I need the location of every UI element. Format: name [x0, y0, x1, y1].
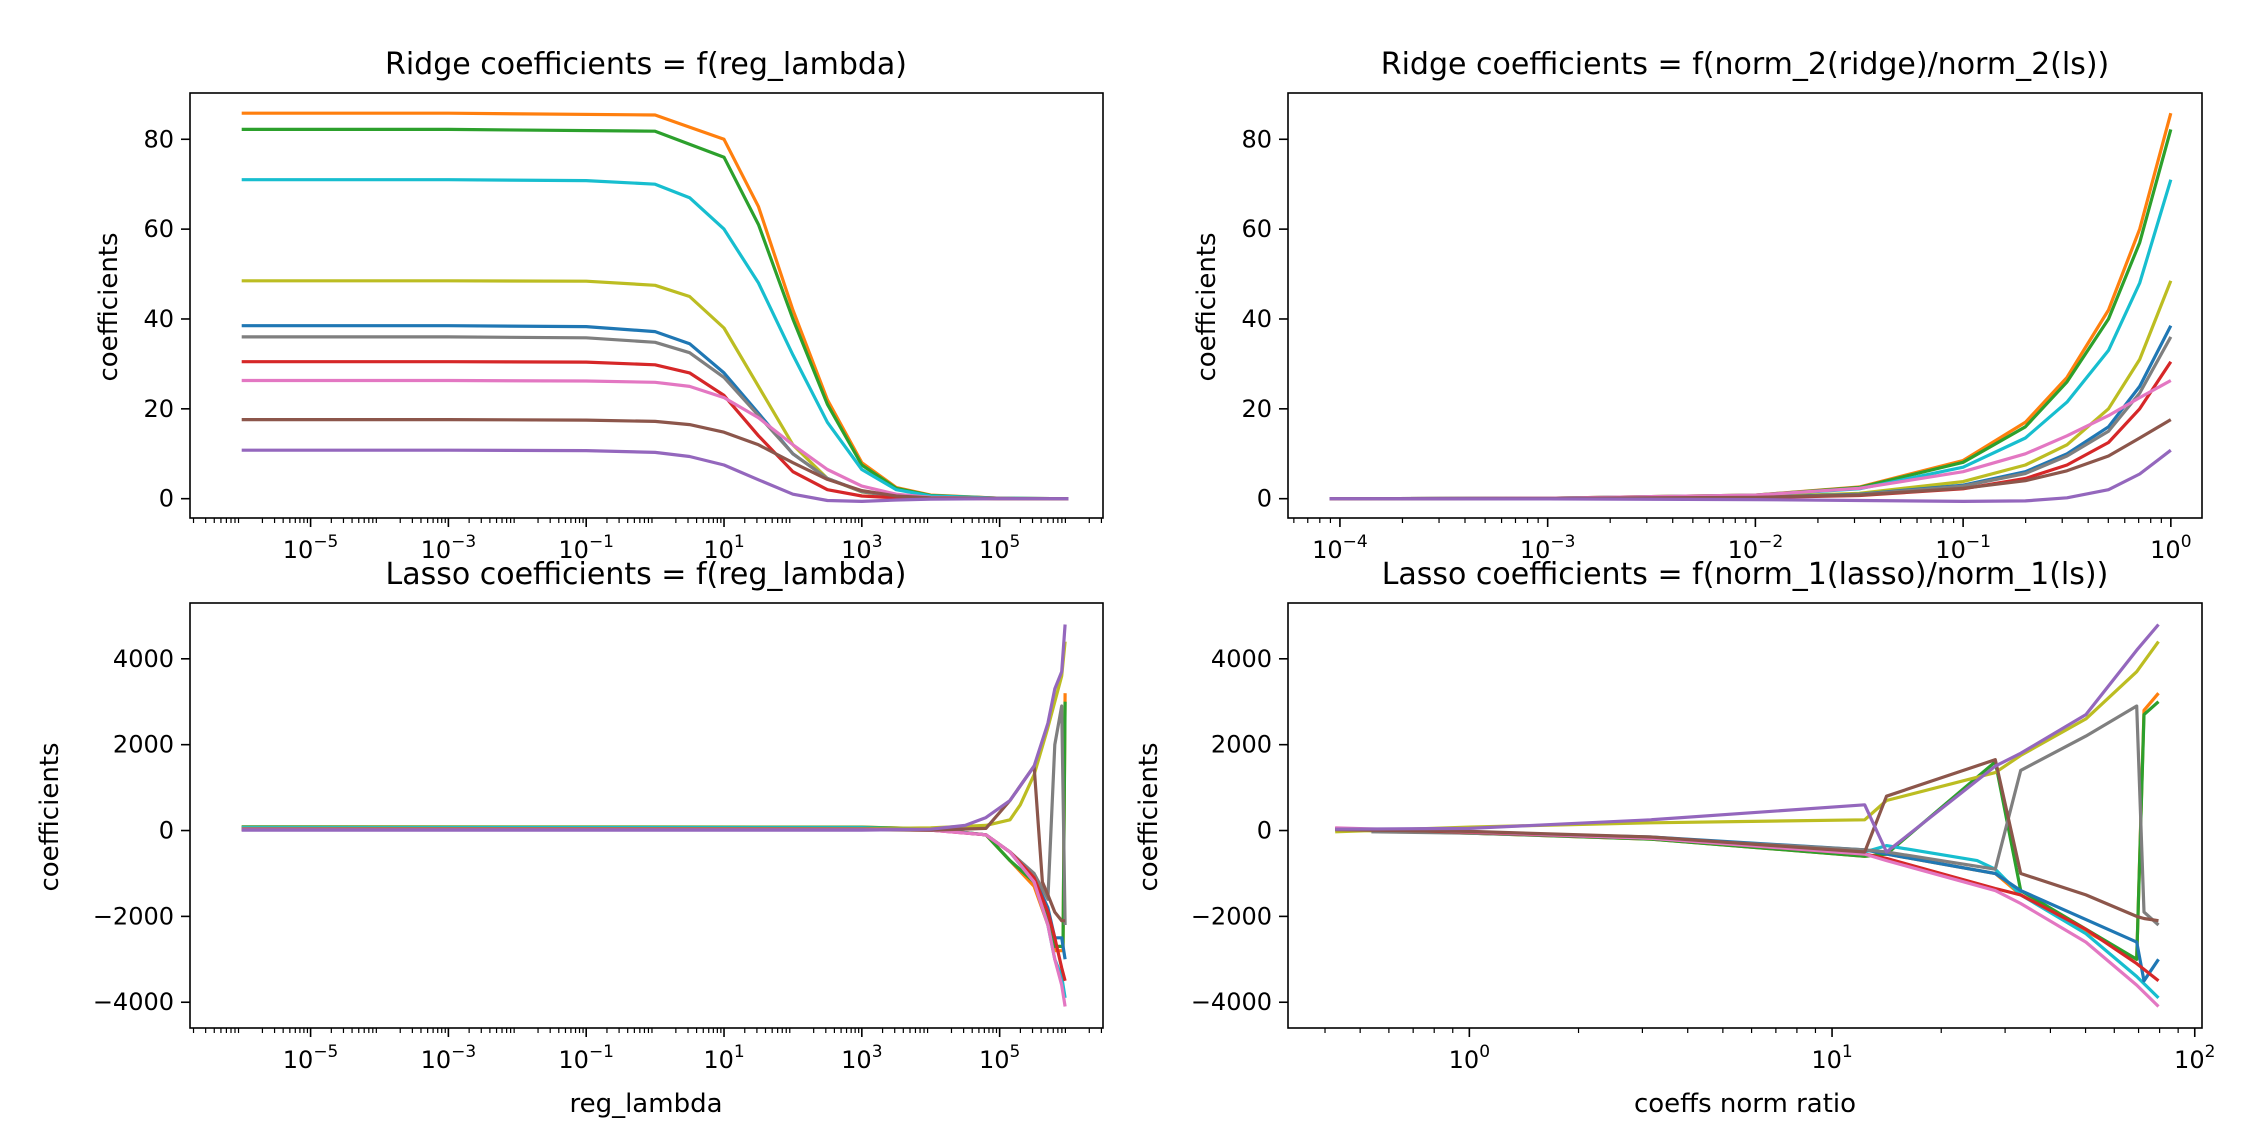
series-lines: [241, 624, 1067, 1007]
x-tick-label: 101: [1811, 1042, 1852, 1074]
x-minor-ticks: [192, 518, 1103, 523]
y-tick-label: 4000: [1211, 645, 1272, 673]
series-line-10: [1329, 448, 2172, 503]
axes-frame: [1287, 92, 2203, 519]
y-tick-label: −4000: [93, 988, 174, 1016]
x-tick-label: 10−4: [1312, 532, 1368, 564]
x-tick-label: 10−2: [1728, 532, 1784, 564]
x-axis-label: coeffs norm ratio: [1634, 1089, 1856, 1119]
x-tick-label: 10−1: [1935, 532, 1991, 564]
x-tick-label: 105: [979, 1042, 1020, 1074]
series-lines: [241, 111, 1069, 503]
x-axis-label: reg_lambda: [569, 1089, 722, 1119]
series-line-10: [1335, 623, 2160, 854]
y-tick-label: 0: [1257, 485, 1272, 513]
y-tick-label: 20: [1241, 395, 1272, 423]
x-tick-label: 10−1: [558, 532, 614, 564]
y-tick-label: 0: [1257, 817, 1272, 845]
lasso-norm-ratio-subplot: Lasso coefficients = f(norm_1(lasso)/nor…: [1134, 557, 2215, 1119]
subplot-title: Ridge coefficients = f(reg_lambda): [385, 47, 907, 82]
x-tick-label: 101: [703, 532, 744, 564]
x-tick-label: 103: [841, 532, 882, 564]
series-line-3: [241, 178, 1069, 501]
series-line-10: [241, 624, 1067, 832]
x-tick-label: 10−1: [558, 1042, 614, 1074]
axes-frame: [189, 92, 1104, 519]
y-axis-label: coefficients: [1134, 742, 1164, 891]
y-tick-label: −2000: [93, 902, 174, 930]
y-tick-label: −2000: [1191, 902, 1272, 930]
x-tick-label: 10−3: [421, 1042, 477, 1074]
x-tick-label: 10−5: [283, 1042, 339, 1074]
y-tick-label: 2000: [113, 731, 174, 759]
y-tick-label: 60: [143, 215, 174, 243]
series-lines: [1335, 623, 2160, 1008]
series-line-9: [1335, 758, 2159, 923]
y-axis-label: coefficients: [94, 232, 124, 381]
lasso-lambda-subplot: Lasso coefficients = f(reg_lambda) coeff…: [35, 557, 1104, 1119]
x-tick-label: 102: [2174, 1042, 2215, 1074]
series-line-9: [241, 418, 1069, 501]
y-tick-label: −4000: [1191, 988, 1272, 1016]
x-tick-label: 103: [841, 1042, 882, 1074]
y-tick-label: 40: [143, 305, 174, 333]
x-tick-label: 100: [2150, 532, 2191, 564]
y-tick-label: 60: [1241, 215, 1272, 243]
x-tick-label: 10−5: [283, 532, 339, 564]
ridge-norm-ratio-subplot: Ridge coefficients = f(norm_2(ridge)/nor…: [1192, 47, 2203, 564]
x-tick-label: 105: [979, 532, 1020, 564]
y-tick-label: 0: [159, 817, 174, 845]
x-tick-label: 10−3: [1520, 532, 1576, 564]
x-minor-ticks: [192, 1028, 1103, 1033]
y-tick-label: 80: [1241, 125, 1272, 153]
y-tick-label: 40: [1241, 305, 1272, 333]
axes-frame: [189, 602, 1104, 1029]
series-lines: [1329, 112, 2173, 503]
axes-frame: [1287, 602, 2203, 1029]
x-minor-ticks: [1293, 518, 2162, 523]
subplot-title: Ridge coefficients = f(norm_2(ridge)/nor…: [1381, 47, 2110, 82]
y-axis-label: coefficients: [1192, 232, 1222, 381]
y-tick-label: 80: [143, 125, 174, 153]
series-line-10: [241, 448, 1069, 503]
x-minor-ticks: [1324, 1028, 2179, 1033]
ridge-lambda-subplot: Ridge coefficients = f(reg_lambda) coeff…: [94, 47, 1104, 564]
y-tick-label: 20: [143, 395, 174, 423]
x-tick-label: 101: [703, 1042, 744, 1074]
x-tick-label: 10−3: [421, 532, 477, 564]
y-tick-label: 2000: [1211, 731, 1272, 759]
x-tick-label: 100: [1449, 1042, 1490, 1074]
y-tick-label: 4000: [113, 645, 174, 673]
subplot-title: Lasso coefficients = f(norm_1(lasso)/nor…: [1382, 557, 2109, 592]
y-tick-label: 0: [159, 485, 174, 513]
subplot-title: Lasso coefficients = f(reg_lambda): [385, 557, 906, 592]
y-axis-label: coefficients: [35, 742, 65, 891]
